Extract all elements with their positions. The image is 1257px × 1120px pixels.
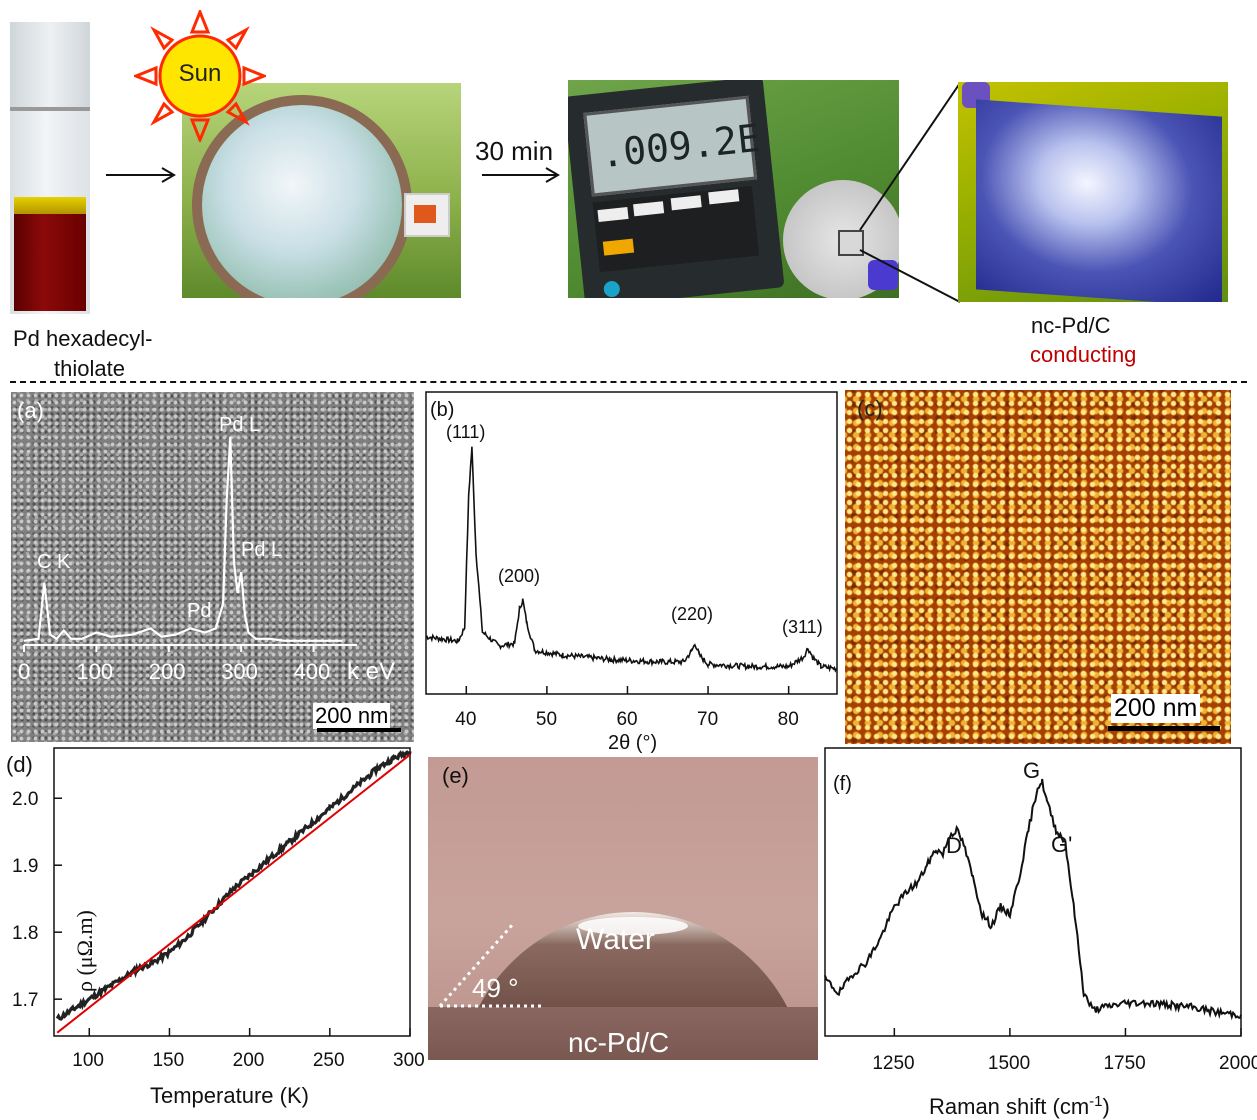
x-tick-label: 80	[778, 709, 799, 730]
panel-f-xlabel-end: )	[1103, 1094, 1110, 1119]
film-caption-line2: conducting	[1030, 342, 1137, 367]
panel-a-scalebar-label: 200 nm	[313, 703, 391, 729]
x-tick-label: 250	[313, 1050, 345, 1071]
y-tick-label: 1.7	[12, 990, 38, 1011]
lens-photo	[182, 83, 461, 298]
y-tick-label: 1.8	[12, 923, 38, 944]
panel-a-eds-spectrum: C K Pd L Pd L Pd 0 100 200 300 400 k eV	[18, 414, 395, 685]
film-photo	[958, 82, 1228, 302]
sun-label: Sun	[178, 60, 222, 87]
film-caption-line1: nc-Pd/C	[1031, 313, 1111, 338]
panel-e-contact-angle-photo: (e) Water 49 ° nc-Pd/C	[428, 757, 818, 1060]
x-tick-label: 50	[536, 709, 557, 730]
contact-angle-lines	[438, 922, 545, 1008]
panel-c-scalebar-label: 200 nm	[1111, 694, 1201, 723]
peak-label-200: (200)	[498, 566, 540, 586]
peak-label-pd-l-2: Pd L	[241, 539, 282, 561]
panel-f-label: (f)	[833, 773, 852, 795]
panel-d-ylabel: ρ (μΩ.m)	[72, 910, 97, 992]
panel-c-label: (c)	[857, 396, 883, 421]
panel-d-resistivity-chart: 100 150 200 250 300 1.7 1.8 1.9 2.0 Temperature …	[12, 747, 425, 1108]
x-tick-label: 1750	[1103, 1053, 1145, 1074]
x-tick-label: 400	[294, 659, 331, 684]
peak-label-111: (111)	[446, 422, 485, 442]
panel-d-label: (d)	[6, 752, 33, 777]
peak-label-pd: Pd	[187, 600, 211, 622]
sun-icon	[134, 10, 266, 142]
time-label: 30 min	[475, 136, 554, 166]
panel-c-scalebar	[1108, 726, 1220, 731]
peak-label-pd-l-1: Pd L	[219, 414, 260, 436]
peak-label-c-k: C K	[37, 551, 71, 573]
x-tick-label: 300	[393, 1050, 425, 1071]
panel-b-xlabel: 2θ (°)	[608, 732, 657, 754]
panel-b-xrd-chart: (b) 40 50 60 70 80 (111) (200) (220) (311) 2…	[425, 391, 838, 754]
peak-label-g: G	[1023, 758, 1040, 783]
x-tick-label: 100	[76, 659, 113, 684]
multimeter-photo: .009.2E	[568, 80, 899, 298]
x-tick-label: 300	[221, 659, 258, 684]
panel-a-scalebar	[317, 728, 401, 732]
x-tick-label: 100	[72, 1050, 104, 1071]
y-tick-label: 2.0	[12, 789, 38, 810]
x-tick-label: 2000	[1219, 1053, 1257, 1074]
panel-a-label: (a)	[17, 398, 44, 423]
panel-f-raman-chart: (f) 1250 1500 1750 2000 D G G' Raman shift …	[824, 747, 1257, 1119]
panel-f-xlabel-main: Raman shift (cm	[929, 1094, 1089, 1119]
panel-e-substrate-label: nc-Pd/C	[568, 1027, 670, 1058]
peak-label-220: (220)	[671, 604, 713, 624]
panel-d-xlabel: Temperature (K)	[150, 1083, 309, 1108]
x-tick-label: 40	[455, 709, 476, 730]
panel-e-water-label: Water	[576, 923, 655, 956]
x-tick-label: 200	[233, 1050, 265, 1071]
panel-f-xlabel: Raman shift (cm-1)	[929, 1093, 1110, 1119]
meter-reading: .009.2E	[598, 115, 763, 177]
x-tick-label: 1250	[872, 1053, 914, 1074]
x-tick-label: 60	[616, 709, 637, 730]
x-tick-label: 150	[152, 1050, 184, 1071]
x-tick-label: 0	[18, 659, 30, 684]
panel-c-afm-image: (c) 200 nm	[845, 390, 1231, 744]
y-tick-label: 1.9	[12, 856, 38, 877]
dashed-separator	[10, 381, 1247, 383]
zoom-lines	[859, 82, 961, 303]
panel-f-xlabel-sup: -1	[1089, 1093, 1102, 1110]
panel-a-sem-image: (a) C K Pd L Pd L Pd 0 100 200 300 400 k eV …	[11, 392, 414, 742]
arrow-right-icon	[106, 167, 176, 183]
vial-caption-line2: thiolate	[54, 356, 125, 381]
peak-label-g-prime: G'	[1051, 832, 1072, 857]
vial-caption-line1: Pd hexadecyl-	[13, 326, 153, 351]
peak-label-311: (311)	[782, 617, 823, 637]
panel-b-label: (b)	[430, 399, 454, 421]
x-tick-label: 70	[697, 709, 718, 730]
x-tick-label: 200	[149, 659, 186, 684]
panel-e-label: (e)	[442, 763, 469, 788]
arrow-right-icon	[482, 167, 560, 183]
panel-e-angle-label: 49 °	[472, 973, 519, 1003]
x-tick-label: 1500	[988, 1053, 1030, 1074]
panel-a-x-unit: k eV	[347, 658, 395, 685]
peak-label-d: D	[946, 833, 962, 858]
vial-photo	[10, 22, 90, 314]
